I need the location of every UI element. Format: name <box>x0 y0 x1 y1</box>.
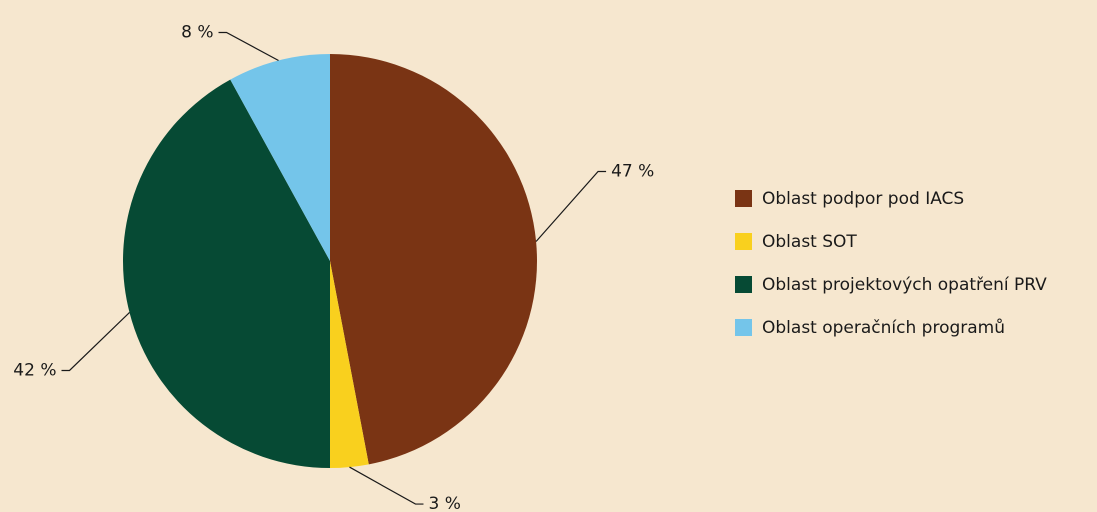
pie-slice <box>230 54 330 261</box>
legend-swatch <box>735 190 752 207</box>
legend-label: Oblast projektových opatření PRV <box>762 275 1047 295</box>
leader-line <box>535 170 607 242</box>
pie-slice <box>330 261 369 468</box>
data-label: 47 % <box>611 162 654 182</box>
data-label: 42 % <box>13 360 56 380</box>
pie-slice <box>122 79 330 468</box>
leader-line <box>61 312 130 372</box>
legend-swatch <box>735 319 752 336</box>
pie-slice <box>330 54 538 465</box>
legend-label: Oblast podpor pod IACS <box>762 189 964 209</box>
legend-label: Oblast operačních programů <box>762 318 1005 338</box>
legend-label: Oblast SOT <box>762 232 857 252</box>
legend-swatch <box>735 233 752 250</box>
data-label: 8 % <box>181 23 213 43</box>
legend-swatch <box>735 276 752 293</box>
data-label: 3 % <box>428 494 460 512</box>
leader-line <box>349 466 424 505</box>
leader-line <box>218 31 279 62</box>
